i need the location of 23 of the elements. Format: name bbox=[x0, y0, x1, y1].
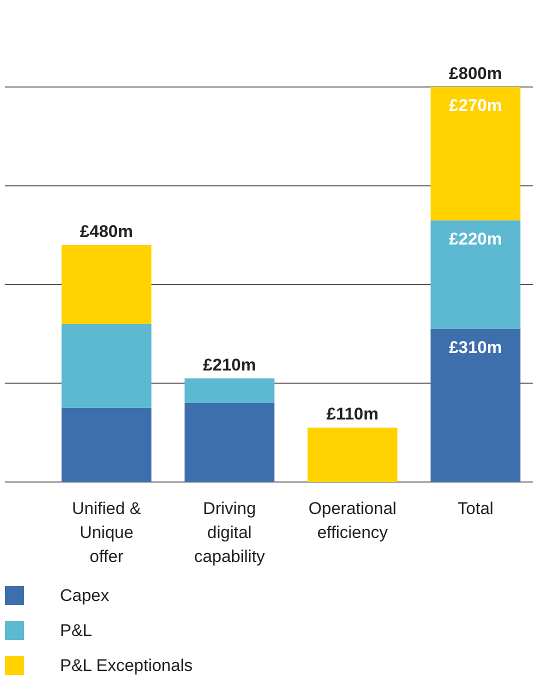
bar bbox=[62, 324, 152, 408]
x-tick-label: Operational efficiency bbox=[308, 499, 396, 542]
data-label: £220m bbox=[449, 229, 502, 248]
legend-label: P&L bbox=[60, 621, 92, 640]
bar bbox=[184, 378, 274, 403]
total-label: £800m bbox=[449, 64, 502, 83]
x-tick-label: Total bbox=[458, 499, 494, 518]
bar bbox=[430, 328, 520, 482]
bar bbox=[430, 220, 520, 329]
data-label: £270m bbox=[449, 96, 502, 115]
x-tick-label: Driving digital capability bbox=[194, 499, 266, 566]
total-label: £480m bbox=[80, 222, 133, 241]
bar bbox=[62, 245, 152, 324]
data-label: £310m bbox=[449, 338, 502, 357]
total-label: £110m bbox=[326, 404, 378, 424]
legend-label: P&L Exceptionals bbox=[60, 656, 193, 675]
bar bbox=[62, 408, 152, 482]
bar bbox=[430, 87, 520, 220]
total-label: £210m bbox=[203, 355, 256, 374]
x-tick-label: Unified & Unique offer bbox=[72, 499, 142, 566]
bar bbox=[184, 403, 274, 482]
legend-label: Capex bbox=[60, 586, 110, 605]
bar bbox=[308, 428, 398, 482]
